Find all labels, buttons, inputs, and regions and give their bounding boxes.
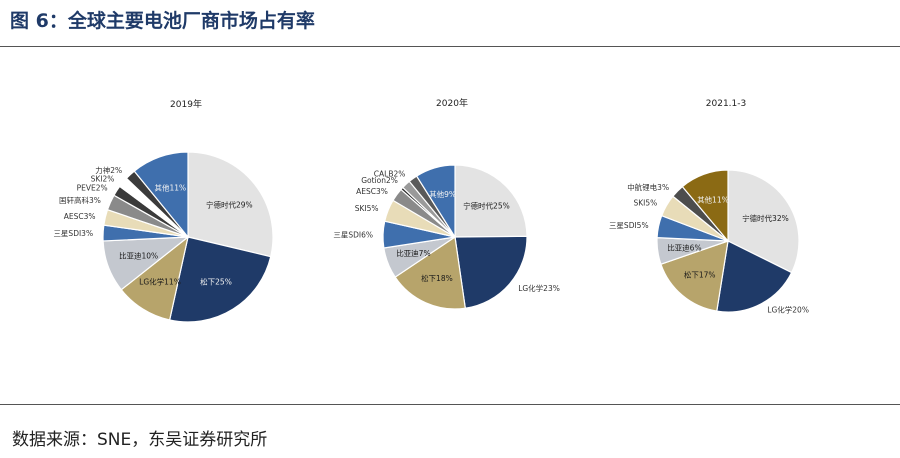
slice-label: LG化学23% — [518, 283, 560, 293]
pie-slice — [415, 164, 456, 240]
pie-title: 2020年 — [436, 97, 468, 109]
pie-slice — [187, 151, 274, 258]
pie-slice — [716, 240, 793, 313]
figure-title: 图 6：全球主要电池厂商市场占有率 — [10, 10, 315, 32]
slice-label: SKI5% — [355, 204, 379, 213]
slice-label: CALB2% — [374, 170, 406, 179]
slice-label: 其他11% — [697, 195, 729, 205]
slice-label: 国轩高科3% — [59, 195, 101, 205]
pie-slice — [168, 236, 272, 323]
slice-label: 宁德时代25% — [463, 200, 510, 210]
pie-slice — [727, 169, 800, 274]
slice-label: PEVE2% — [77, 184, 108, 193]
pie-slice — [681, 169, 729, 243]
slice-label: SKI2% — [91, 174, 115, 183]
slice-label: Gotion2% — [361, 176, 398, 185]
pie-slice — [454, 164, 528, 238]
slice-label: 比亚迪10% — [119, 251, 158, 261]
slice-label: 宁德时代32% — [742, 213, 789, 223]
slice-label: 中航锂电3% — [627, 182, 669, 192]
slice-label: 宁德时代29% — [206, 199, 253, 209]
pie-chart-3: 2021.1-3 宁德时代32% 松下17% 比亚迪6% 其他11% LG化学20% 三星S… — [609, 99, 809, 314]
pie-title: 2019年 — [170, 98, 202, 110]
top-divider — [0, 46, 900, 47]
slice-label: LG化学11% — [139, 277, 181, 287]
slice-label: 三星SDI6% — [333, 230, 373, 239]
slice-label: 松下17% — [684, 270, 716, 280]
pie-slice — [394, 235, 466, 310]
pie-slice — [454, 235, 528, 309]
bottom-divider — [0, 404, 900, 405]
slice-label: 其他11% — [154, 182, 186, 192]
slice-label: 比亚迪7% — [396, 248, 430, 258]
slice-label: AESC3% — [356, 187, 388, 196]
slice-label: 三星SDI5% — [609, 221, 649, 230]
slice-label: SKI5% — [634, 199, 658, 208]
slice-label: 三星SDI3% — [53, 229, 93, 238]
slice-label: 松下18% — [421, 273, 453, 283]
slice-label: 比亚迪6% — [667, 242, 701, 252]
slice-label: 其他9% — [429, 189, 456, 199]
figure-source: 数据来源：SNE，东吴证券研究所 — [12, 430, 268, 450]
slice-label: AESC3% — [64, 212, 96, 221]
slice-label: 松下25% — [200, 277, 232, 287]
pie-title: 2021.1-3 — [706, 99, 746, 109]
slice-label: 力神2% — [95, 165, 122, 175]
pie-slice — [133, 151, 189, 239]
slice-label: LG化学20% — [767, 304, 809, 314]
